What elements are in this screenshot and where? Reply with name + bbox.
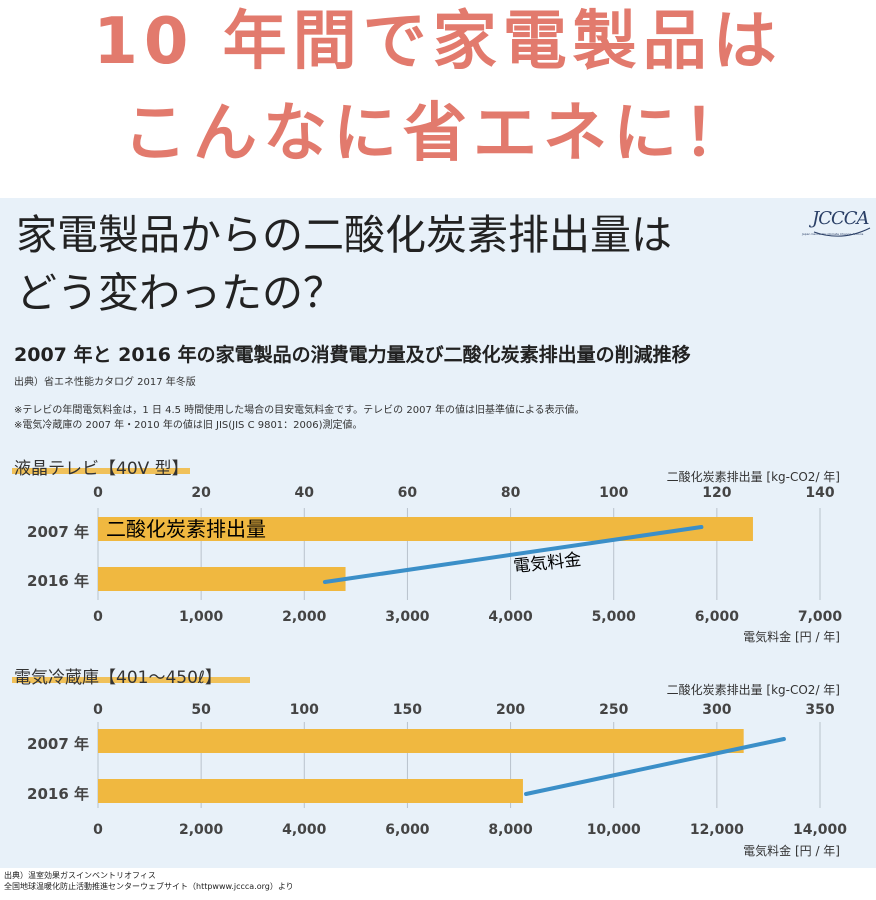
bottom-tick-label: 0 [93,822,103,838]
bottom-tick-label: 6,000 [695,609,740,625]
question-title-line-2: どう変わったの？ [16,269,344,317]
bottom-tick-label: 10,000 [587,822,641,838]
fridge-section-title: 電気冷蔵庫【401～450ℓ】 [14,668,222,688]
category-label: 2007 年 [27,523,89,541]
headline-line-2: こんなに省エネに！ [123,97,753,171]
co2-bar [98,729,744,753]
bottom-tick-label: 14,000 [793,822,847,838]
footer-source-line-1: 出典）温室効果ガスインベントリオフィス [4,871,156,880]
top-tick-label: 50 [191,702,211,718]
bottom-axis-label: 電気料金 [円 / 年] [743,629,840,644]
co2-series-label: 二酸化炭素排出量 [106,517,266,541]
top-tick-label: 80 [501,485,521,501]
top-tick-label: 120 [702,485,731,501]
source-note: 出典）省エネ性能カタログ 2017 年冬版 [14,377,196,388]
electricity-cost-line [322,525,704,584]
chart-subtitle: 2007 年と 2016 年の家電製品の消費電力量及び二酸化炭素排出量の削減推移 [14,344,691,366]
co2-bar [98,567,346,591]
bottom-tick-label: 0 [93,609,103,625]
bottom-tick-label: 2,000 [282,609,327,625]
top-tick-label: 100 [599,485,628,501]
co2-bar [98,779,523,803]
top-tick-label: 20 [191,485,211,501]
bottom-tick-label: 1,000 [179,609,224,625]
top-tick-label: 300 [702,702,731,718]
top-tick-label: 0 [93,702,103,718]
bottom-tick-label: 7,000 [798,609,843,625]
bottom-axis-label: 電気料金 [円 / 年] [743,843,840,858]
category-label: 2007 年 [27,735,89,753]
jccca-logo-text: JCCCA [812,208,870,229]
top-tick-label: 60 [398,485,418,501]
bottom-tick-label: 2,000 [179,822,224,838]
note-tv: ※テレビの年間電気料金は，1 日 4.5 時間使用した場合の目安電気料金です。テ… [14,405,585,416]
bottom-tick-label: 6,000 [385,822,430,838]
bottom-tick-label: 8,000 [488,822,533,838]
tv-section-underline [12,468,190,474]
top-axis-label: 二酸化炭素排出量 [kg-CO2/ 年] [667,682,840,697]
top-tick-label: 140 [805,485,834,501]
top-tick-label: 40 [295,485,315,501]
jccca-logo [813,227,871,237]
bottom-tick-label: 3,000 [385,609,430,625]
jccca-logo-subtext: Japan Center for Climate Change Actions [802,232,864,236]
bottom-tick-label: 12,000 [690,822,744,838]
top-axis-label: 二酸化炭素排出量 [kg-CO2/ 年] [667,469,840,484]
top-tick-label: 100 [290,702,319,718]
note-fridge: ※電気冷蔵庫の 2007 年・2010 年の値は旧 JIS(JIS C 9801… [14,420,363,431]
bottom-tick-label: 5,000 [592,609,637,625]
headline-line-1: 10 年間で家電製品は [93,5,783,79]
bottom-tick-label: 4,000 [282,822,327,838]
question-title-line-1: 家電製品からの二酸化炭素排出量は [16,211,672,259]
fridge-section-underline [12,677,250,683]
top-tick-label: 200 [496,702,525,718]
top-tick-label: 0 [93,485,103,501]
top-tick-label: 250 [599,702,628,718]
bottom-tick-label: 4,000 [488,609,533,625]
category-label: 2016 年 [27,785,89,803]
top-tick-label: 150 [393,702,422,718]
footer-source-line-2: 全国地球温暖化防止活動推進センターウェブサイト（httpwww.jccca.or… [4,882,294,891]
tv-section-title: 液晶テレビ【40V 型】 [14,459,189,479]
electricity-cost-line [524,737,786,796]
top-tick-label: 350 [805,702,834,718]
category-label: 2016 年 [27,572,89,590]
